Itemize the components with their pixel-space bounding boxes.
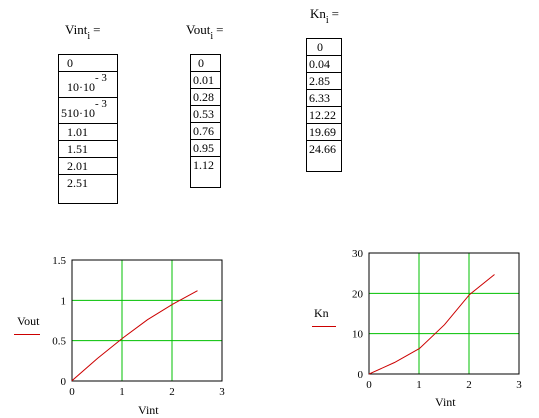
vout-table[interactable]: 0 0.01 0.28 0.53 0.76 0.95 1.12 [190, 54, 221, 188]
vout-cell: 1.12 [193, 158, 214, 172]
kn-cell: 24.66 [309, 142, 336, 156]
vint-cell: 10·10- 3 [59, 72, 117, 98]
y-tick-label: 10 [352, 329, 364, 341]
vout-cell: 0 [191, 55, 220, 72]
vint-cell-exponent: - 3 [95, 98, 107, 110]
kn-cell: 0.04 [307, 56, 341, 73]
vint-cell: 510·10- 3 [59, 98, 117, 124]
x-tick-label: 1 [119, 386, 125, 398]
vint-cell: 1.51 [59, 141, 117, 158]
y-tick-label: 30 [352, 248, 364, 260]
series-line [71, 290, 198, 382]
vout-cell: 0.76 [191, 123, 220, 140]
y-tick-label: 20 [352, 288, 364, 300]
plot-frame [368, 252, 520, 375]
x-tick-label: 3 [219, 386, 225, 398]
vout-cell: 0.95 [191, 140, 220, 157]
vout-cell: 0.53 [191, 106, 220, 123]
kn-cell: 12.22 [307, 107, 341, 124]
series-line [368, 274, 495, 375]
vint-cell: 0 [59, 55, 117, 72]
vint-cell: 1.01 [59, 124, 117, 141]
vout-label: Vouti = [186, 22, 224, 42]
y-tick-label: 1 [61, 295, 67, 307]
kn-label: Kni = [310, 6, 340, 26]
y-tick-label: 0 [358, 369, 364, 381]
vint-cell-mantissa: 510·10 [61, 106, 95, 120]
y-tick-label: 0.5 [52, 336, 66, 348]
plot-frame [71, 259, 223, 382]
y-tick-label: 0 [61, 376, 67, 388]
vout-subscript: i [210, 31, 214, 42]
x-tick-label: 2 [466, 379, 472, 391]
kn-cell: 6.33 [307, 90, 341, 107]
x-tick-label: 2 [169, 386, 175, 398]
x-tick-label: 0 [69, 386, 75, 398]
kn-name: Kn [310, 6, 326, 21]
plot1-legend-line [14, 334, 40, 335]
x-tick-label: 0 [366, 379, 372, 391]
vint-table[interactable]: 0 10·10- 3 510·10- 3 1.01 1.51 2.01 2.51 [58, 54, 118, 204]
kn-cell: 19.69 [307, 124, 341, 141]
x-tick-label: 1 [416, 379, 422, 391]
vout-name: Vout [186, 22, 211, 37]
vint-cell: 2.51 [67, 176, 88, 190]
plot1-ylabel: Vout [17, 314, 40, 328]
y-tick-label: 1.5 [52, 255, 66, 267]
vint-cell-exponent: - 3 [95, 72, 107, 84]
vint-label: Vinti = [65, 22, 101, 42]
kn-table[interactable]: 0 0.04 2.85 6.33 12.22 19.69 24.66 [306, 38, 342, 172]
vout-cell: 0.28 [191, 89, 220, 106]
vint-subscript: i [87, 31, 91, 42]
vint-cell-mantissa: 10·10 [67, 80, 95, 94]
plot2-legend-line [312, 326, 336, 327]
kn-assign: = [331, 6, 340, 21]
vint-name: Vint [65, 22, 88, 37]
kn-cell: 2.85 [307, 73, 341, 90]
vint-cell: 2.01 [59, 158, 117, 175]
vint-assign: = [93, 22, 101, 37]
plot2-xlabel: Vint [435, 395, 456, 409]
kn-cell: 0 [307, 39, 341, 56]
plot2-ylabel: Kn [314, 306, 329, 320]
vout-cell: 0.01 [191, 72, 220, 89]
x-tick-label: 3 [516, 379, 522, 391]
plot1-xlabel: Vint [138, 403, 159, 417]
vout-assign: = [216, 22, 224, 37]
kn-subscript: i [325, 15, 329, 26]
